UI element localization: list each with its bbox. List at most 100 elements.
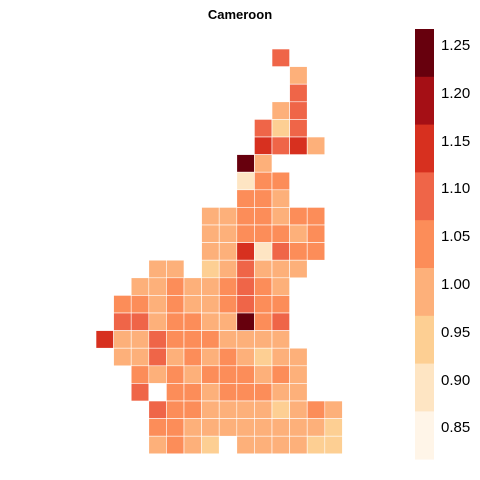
legend-tick-label: 1.15 (441, 132, 471, 150)
map-cell (254, 259, 273, 279)
map-cell (236, 295, 255, 314)
map-cell (306, 224, 326, 243)
map-cell (201, 224, 220, 243)
map-cell (271, 418, 290, 437)
map-cell (183, 312, 202, 331)
map-cell (166, 347, 185, 367)
map-cell (218, 418, 238, 437)
map-cell (148, 259, 167, 279)
map-cell (289, 242, 308, 261)
legend-tick-label: 0.85 (441, 419, 471, 437)
map-cell (166, 330, 185, 349)
map-cell (130, 365, 150, 384)
legend-tick-label: 1.25 (441, 37, 471, 54)
map-cell (289, 207, 308, 226)
map-cell (254, 347, 273, 367)
map-cell (201, 435, 220, 455)
map-cell (166, 277, 185, 296)
map-cell (254, 365, 273, 384)
map-cell (130, 277, 150, 296)
map-cell (306, 136, 326, 155)
map-cell (289, 101, 308, 120)
map-cell (254, 224, 273, 243)
map-cell (324, 435, 343, 455)
map-cell (218, 312, 238, 331)
map-cell (289, 418, 308, 437)
map-cell (218, 400, 238, 419)
map-cell (166, 259, 185, 279)
legend-tick-label: 0.95 (441, 323, 471, 341)
map-cell (201, 207, 220, 226)
map-cell (254, 312, 273, 331)
map-cell (95, 330, 114, 349)
map-cell (166, 400, 185, 419)
map-cell (271, 242, 290, 261)
map-cell (289, 83, 308, 103)
map-cell (236, 171, 255, 191)
map-cell (271, 312, 290, 331)
map-cell (236, 259, 255, 279)
map-cell (148, 418, 167, 437)
map-cell (201, 312, 220, 331)
map-cell (306, 435, 326, 455)
map-title: Cameroon (207, 7, 273, 22)
map-cell (113, 330, 132, 349)
map-cell (183, 365, 202, 384)
legend-swatch (415, 29, 434, 78)
map-cell (271, 365, 290, 384)
legend-tick-label: 1.05 (441, 228, 471, 246)
map-cell (218, 224, 238, 243)
map-cell (271, 400, 290, 419)
map-cell (130, 330, 150, 349)
map-cell (236, 154, 255, 173)
legend-swatch (415, 268, 434, 317)
map-cell (271, 101, 290, 120)
map-cell (254, 189, 273, 208)
map-cell (271, 48, 290, 67)
map-cell (148, 330, 167, 349)
legend-swatch (415, 172, 434, 221)
map-cell (218, 207, 238, 226)
map-cell (271, 136, 290, 155)
map-cell (236, 418, 255, 437)
map-cell (254, 400, 273, 419)
map-cell (254, 295, 273, 314)
map-cell (183, 277, 202, 296)
map-cell (271, 347, 290, 367)
legend-swatch (415, 76, 434, 125)
map-cell (271, 119, 290, 138)
map-cell (271, 189, 290, 208)
map-cell (113, 312, 132, 331)
map-cell (271, 383, 290, 402)
map-cell (218, 242, 238, 261)
map-cell (201, 383, 220, 402)
map-cell (130, 295, 150, 314)
legend-swatch (415, 411, 434, 460)
legend-swatch (415, 124, 434, 173)
map-cell (183, 418, 202, 437)
map-cell (289, 66, 308, 85)
map-cell (236, 277, 255, 296)
map-cell (201, 418, 220, 437)
map-cell (148, 295, 167, 314)
map-cell (271, 171, 290, 191)
map-cell (271, 207, 290, 226)
map-cell (289, 136, 308, 155)
legend-tick-label: 1.20 (441, 84, 471, 102)
legend-swatch (415, 363, 434, 412)
map-cell (236, 400, 255, 419)
map-cell (183, 435, 202, 455)
map-cell (254, 435, 273, 455)
map-cell (183, 383, 202, 402)
legend-swatch (415, 220, 434, 269)
map-cell (254, 418, 273, 437)
map-cell (183, 295, 202, 314)
map-cell (201, 242, 220, 261)
map-cell (306, 207, 326, 226)
map-cell (218, 347, 238, 367)
map-cell (289, 383, 308, 402)
map-cell (289, 365, 308, 384)
map-cell (254, 277, 273, 296)
map-cell (148, 312, 167, 331)
